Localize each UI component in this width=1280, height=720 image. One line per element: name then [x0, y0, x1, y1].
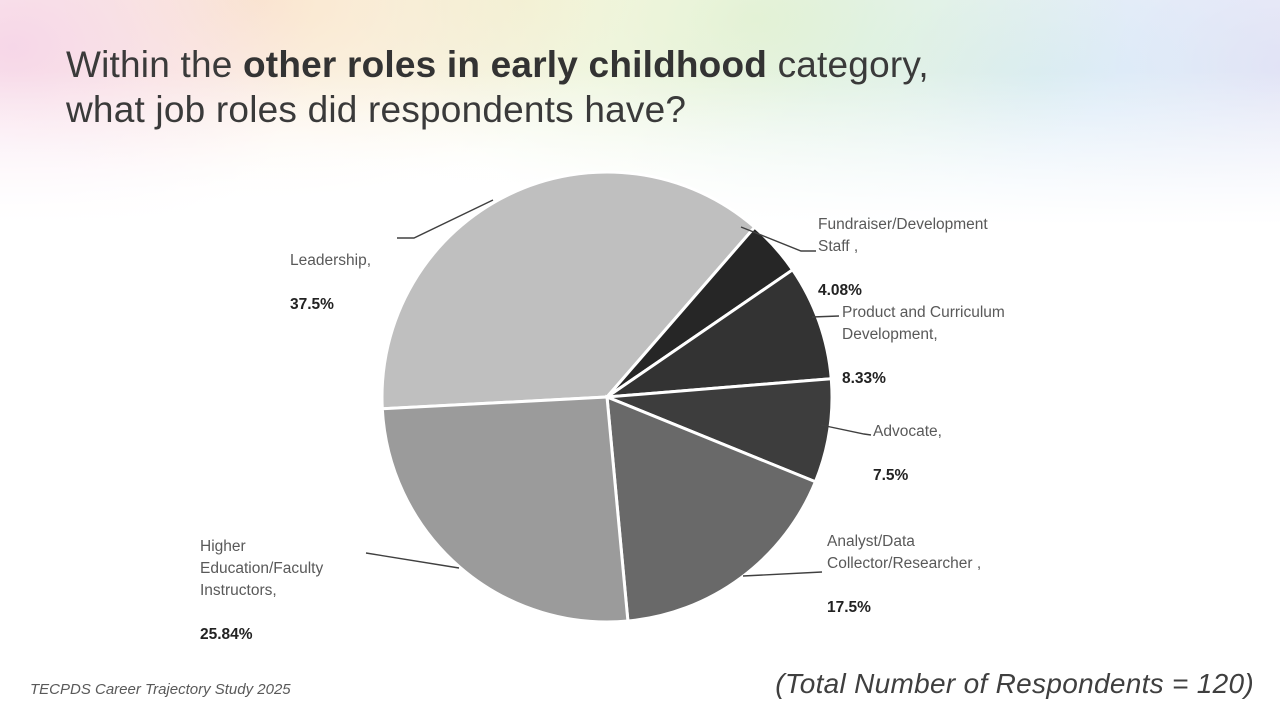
slice-label-text: Advocate, — [873, 423, 942, 440]
leader-line-leadership — [397, 199, 494, 239]
pie-slice-0 — [380, 170, 757, 411]
leader-line-analyst — [742, 571, 823, 577]
slice-label-higher-ed: Higher Education/Faculty Instructors, 25… — [200, 514, 380, 668]
pie-slices — [380, 170, 834, 624]
leader-line-higher-ed — [365, 552, 460, 569]
slice-label-leadership: Leadership, 37.5% — [290, 228, 420, 338]
pie-slice-4 — [605, 394, 818, 623]
slice-label-value: 8.33% — [842, 370, 886, 387]
leader-line-product — [811, 315, 840, 318]
title-prefix: Within the — [66, 44, 243, 85]
slice-label-value: 7.5% — [873, 467, 909, 484]
slice-label-value: 4.08% — [818, 282, 862, 299]
slice-label-text: Higher Education/Faculty Instructors, — [200, 538, 324, 599]
title-bold-phrase: other roles in early childhood — [243, 44, 768, 85]
leader-line-fundraiser — [740, 226, 816, 252]
slice-label-text: Leadership, — [290, 252, 372, 269]
pastel-gradient-band — [0, 0, 1280, 235]
slice-label-value: 37.5% — [290, 296, 334, 313]
pie-slice-3 — [606, 377, 834, 484]
respondents-total: (Total Number of Respondents = 120) — [775, 668, 1254, 699]
slice-label-advocate: Advocate, 7.5% — [873, 399, 1023, 509]
slide-title-line1: Within the other roles in early childhoo… — [66, 42, 1216, 87]
slice-label-text: Fundraiser/Development Staff , — [818, 216, 988, 255]
slice-label-analyst: Analyst/Data Collector/Researcher , 17.5… — [827, 509, 1047, 641]
source-note: TECPDS Career Trajectory Study 2025 — [30, 681, 291, 698]
slice-label-value: 25.84% — [200, 626, 253, 643]
slice-label-value: 17.5% — [827, 599, 871, 616]
slide-title: Within the other roles in early childhoo… — [66, 42, 1216, 132]
leader-lines — [365, 199, 872, 577]
slice-label-text: Product and Curriculum Development, — [842, 304, 1005, 343]
pie-slice-2 — [601, 267, 833, 399]
pie-slice-5 — [380, 395, 630, 624]
slide-title-line2: what job roles did respondents have? — [66, 89, 687, 130]
slice-label-text: Analyst/Data Collector/Researcher , — [827, 533, 982, 572]
title-suffix: category, — [767, 44, 929, 85]
leader-line-advocate — [820, 424, 872, 436]
slice-label-fundraiser: Fundraiser/Development Staff , 4.08% — [818, 192, 1058, 324]
slice-label-product: Product and Curriculum Development, 8.33… — [842, 280, 1082, 412]
